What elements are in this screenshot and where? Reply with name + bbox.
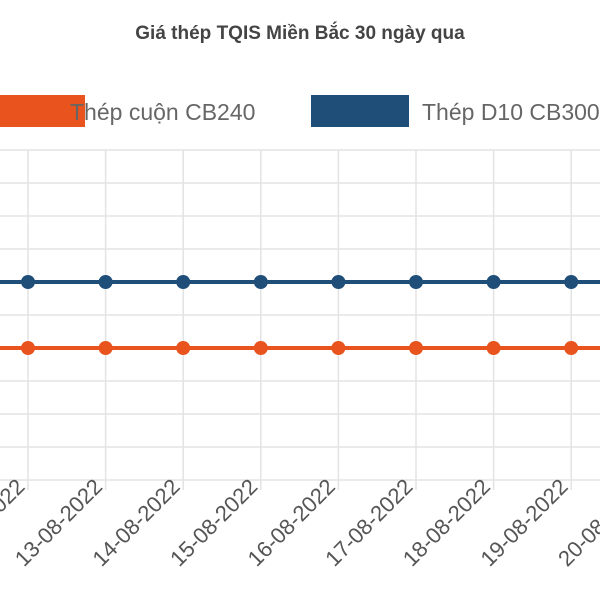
legend-item[interactable]: Thép cuộn CB240 [0, 95, 255, 127]
data-point [486, 275, 501, 289]
data-point [564, 341, 579, 355]
legend-swatch [311, 95, 409, 127]
legend-item[interactable]: Thép D10 CB300 [311, 95, 600, 127]
legend-swatch [0, 95, 85, 127]
data-point [176, 275, 191, 289]
data-point [98, 275, 113, 289]
data-point [409, 275, 423, 289]
data-point [486, 341, 501, 355]
series-layer [0, 275, 600, 355]
grid [0, 149, 600, 490]
data-point [564, 275, 579, 289]
data-point [253, 275, 268, 289]
data-point [98, 341, 113, 355]
data-point [21, 275, 35, 289]
data-point [331, 341, 346, 355]
x-axis-ticks: 12-08-202213-08-202214-08-202215-08-2022… [0, 474, 600, 571]
data-point [21, 341, 35, 355]
data-point [409, 341, 423, 355]
chart-title: Giá thép TQIS Miền Bắc 30 ngày qua [135, 23, 465, 44]
data-point [331, 275, 346, 289]
data-point [176, 341, 191, 355]
legend-label: Thép cuộn CB240 [70, 99, 255, 125]
legend[interactable]: Thép cuộn CB240 Thép D10 CB300 [0, 95, 600, 127]
data-point [253, 341, 268, 355]
legend-label: Thép D10 CB300 [422, 99, 600, 125]
